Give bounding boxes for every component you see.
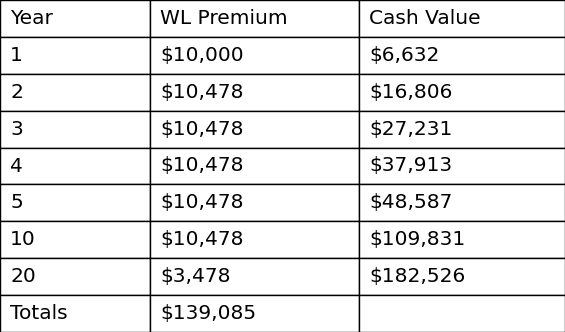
Text: $182,526: $182,526 (369, 267, 465, 286)
Text: $109,831: $109,831 (369, 230, 465, 249)
Bar (0, 147, 150, 185)
Bar (359, 111, 565, 147)
Bar (359, 147, 565, 185)
Text: Totals: Totals (10, 304, 68, 323)
Bar (359, 37, 565, 74)
Bar (0, 0, 150, 37)
Text: $37,913: $37,913 (369, 156, 452, 176)
Text: $48,587: $48,587 (369, 193, 453, 212)
Bar (359, 295, 565, 332)
Bar (150, 0, 359, 37)
Bar (359, 258, 565, 295)
Bar (0, 37, 150, 74)
Bar (150, 258, 359, 295)
Bar (359, 0, 565, 37)
Text: $10,478: $10,478 (160, 120, 244, 139)
Text: $10,478: $10,478 (160, 230, 244, 249)
Text: 3: 3 (10, 120, 23, 139)
Bar (0, 295, 150, 332)
Text: $27,231: $27,231 (369, 120, 453, 139)
Bar (359, 221, 565, 258)
Text: 1: 1 (10, 46, 23, 65)
Bar (0, 74, 150, 111)
Text: $10,478: $10,478 (160, 83, 244, 102)
Text: 20: 20 (10, 267, 36, 286)
Text: 5: 5 (10, 193, 23, 212)
Bar (150, 221, 359, 258)
Text: Year: Year (10, 9, 53, 28)
Bar (0, 258, 150, 295)
Text: 4: 4 (10, 156, 23, 176)
Text: $10,000: $10,000 (160, 46, 244, 65)
Bar (150, 74, 359, 111)
Text: Cash Value: Cash Value (369, 9, 481, 28)
Text: 10: 10 (10, 230, 36, 249)
Bar (150, 111, 359, 147)
Bar (150, 185, 359, 221)
Bar (0, 111, 150, 147)
Text: $3,478: $3,478 (160, 267, 231, 286)
Bar (0, 185, 150, 221)
Text: $10,478: $10,478 (160, 156, 244, 176)
Bar (150, 147, 359, 185)
Text: 2: 2 (10, 83, 23, 102)
Bar (359, 74, 565, 111)
Bar (0, 221, 150, 258)
Bar (359, 185, 565, 221)
Text: $6,632: $6,632 (369, 46, 440, 65)
Text: $16,806: $16,806 (369, 83, 453, 102)
Text: $139,085: $139,085 (160, 304, 256, 323)
Bar (150, 295, 359, 332)
Text: $10,478: $10,478 (160, 193, 244, 212)
Text: WL Premium: WL Premium (160, 9, 288, 28)
Bar (150, 37, 359, 74)
